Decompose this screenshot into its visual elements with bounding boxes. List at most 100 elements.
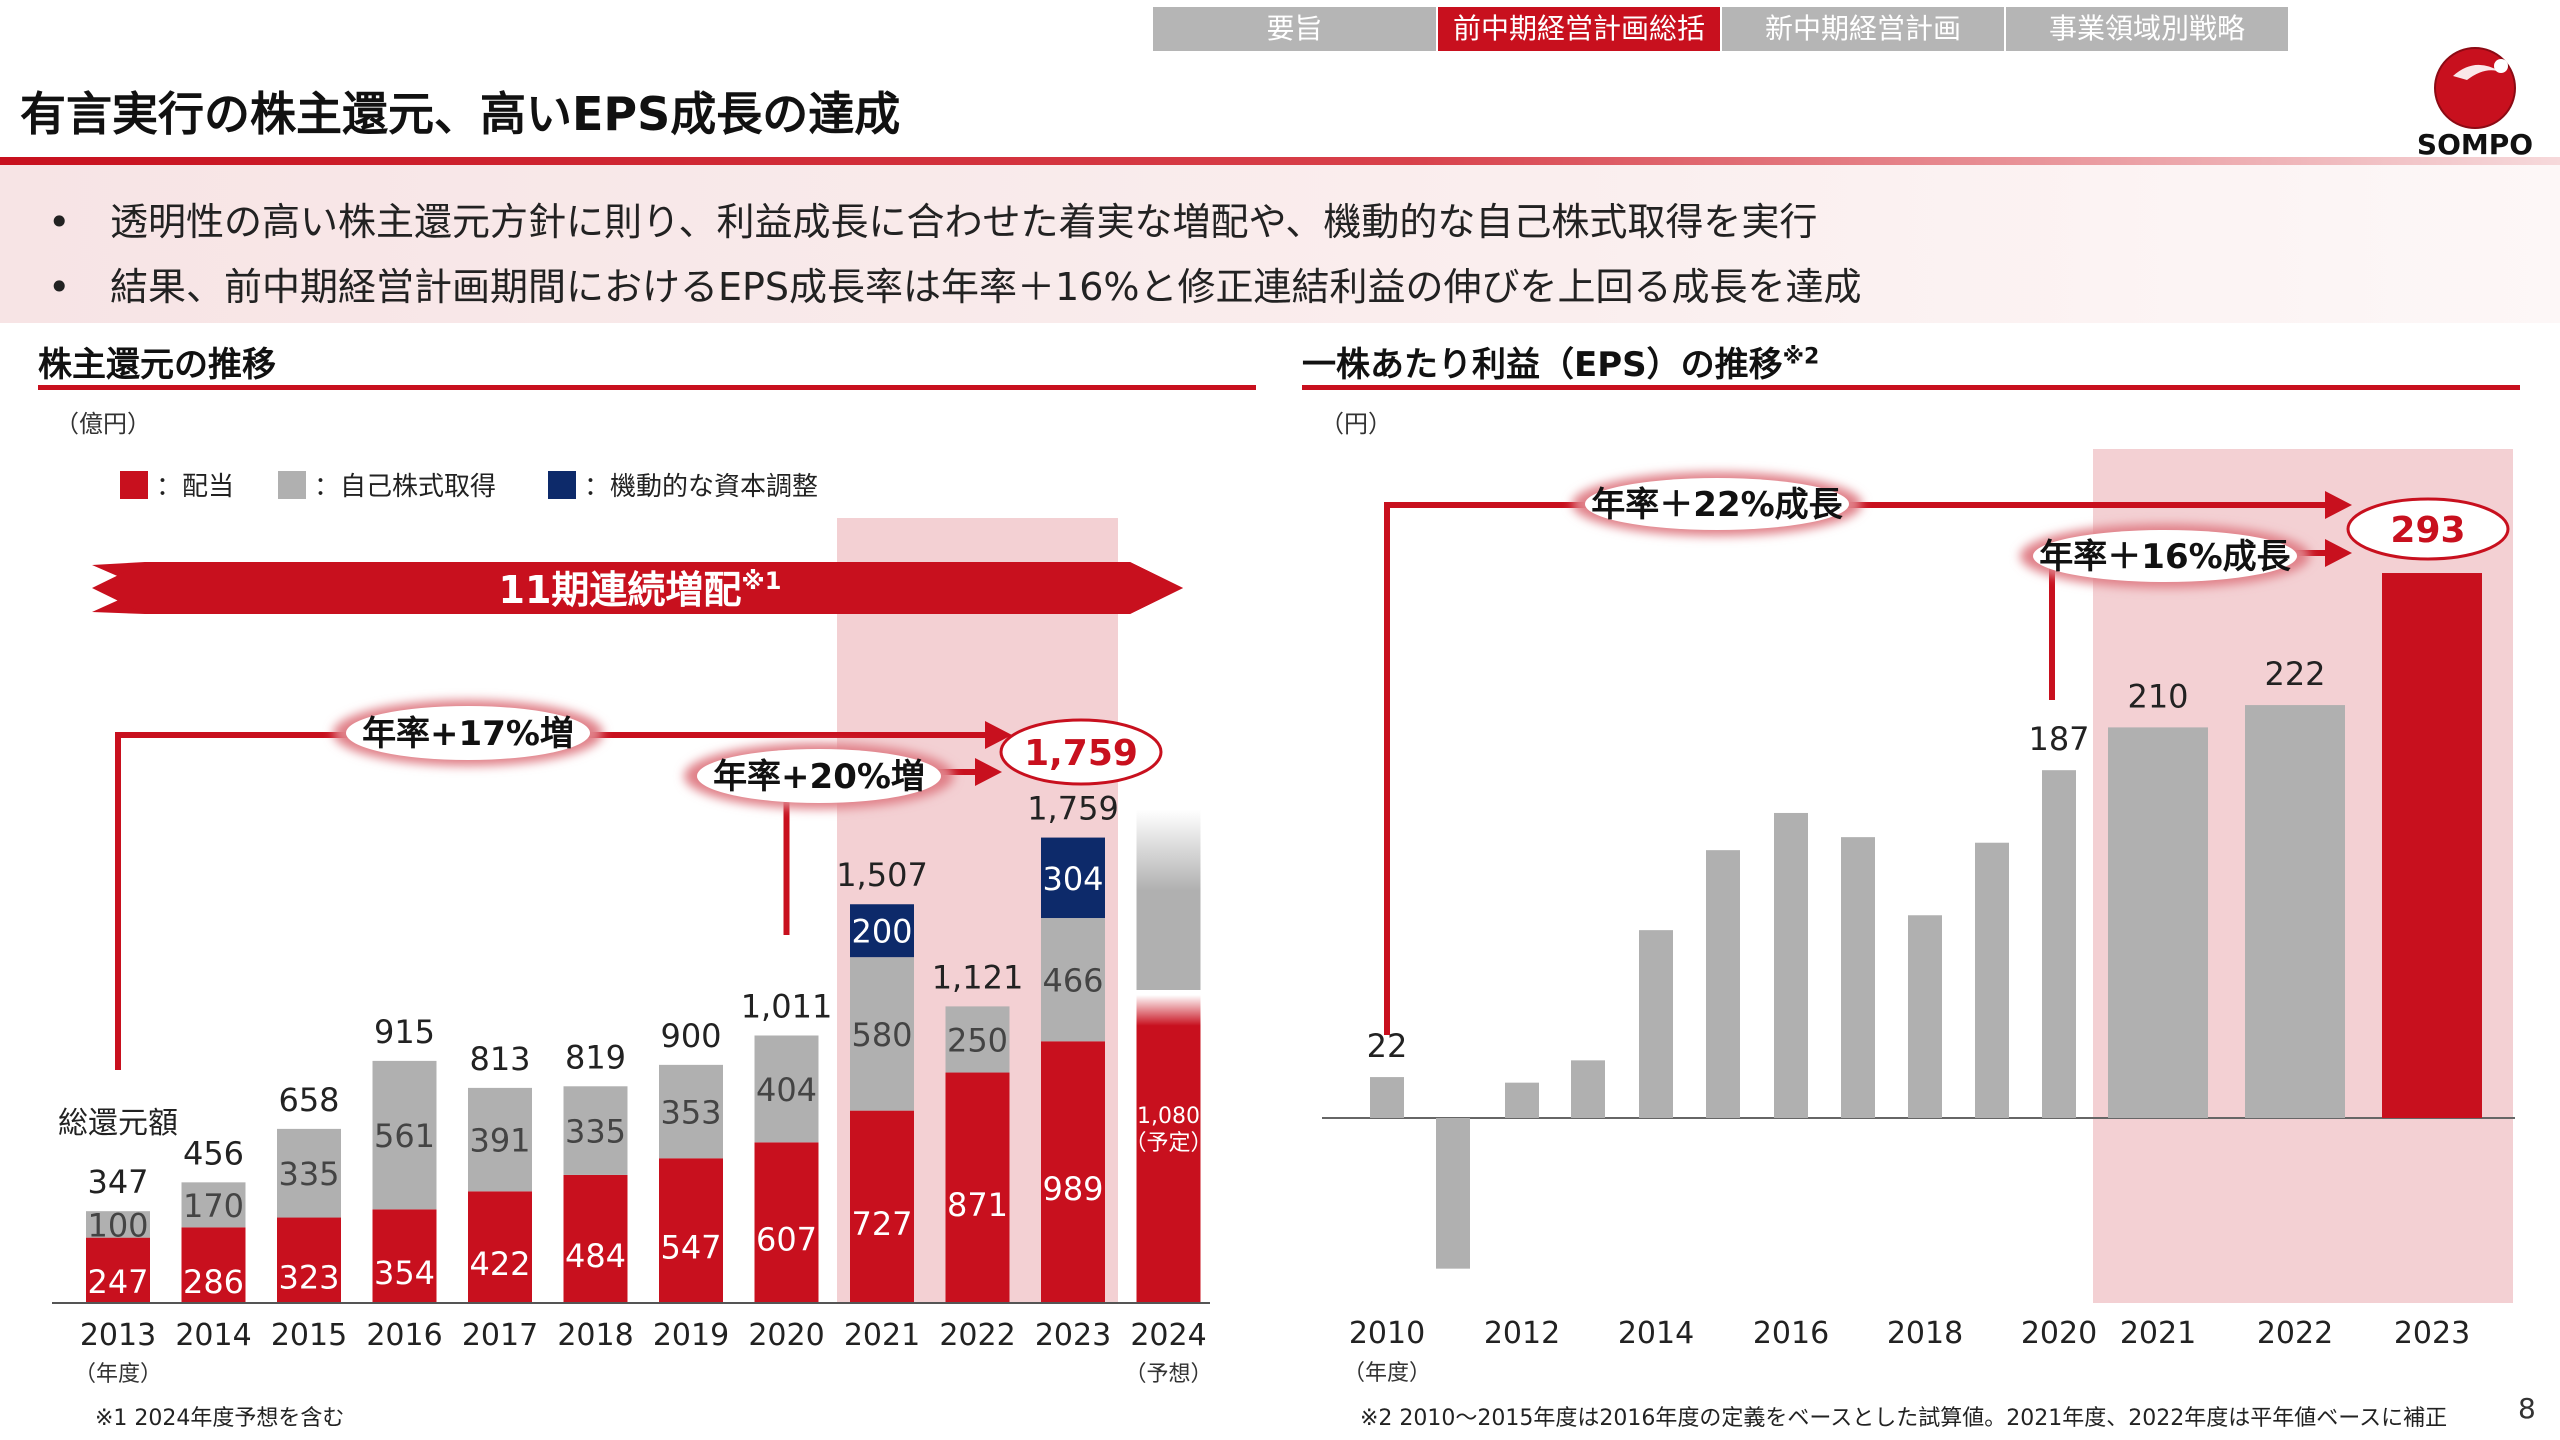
total-label-2020: 1,011 bbox=[741, 987, 833, 1025]
cagr17-arrow-line bbox=[115, 732, 990, 1070]
tab-summary[interactable]: 要旨 bbox=[1153, 7, 1436, 51]
cagr16-label: 年率＋16%成長 bbox=[2039, 537, 2291, 577]
cagr20-bubble bbox=[697, 749, 941, 803]
x-tick-2016: 2016 bbox=[366, 1318, 442, 1353]
legend-label-0: ：配当 bbox=[156, 472, 234, 502]
bar-2014-1 bbox=[181, 1182, 246, 1228]
x-tick-2010: 2010 bbox=[1349, 1316, 1425, 1351]
bar-2022-1 bbox=[945, 1006, 1010, 1073]
bar-label-2023-0: 989 bbox=[1042, 1170, 1103, 1208]
legend-swatch-0 bbox=[120, 471, 148, 499]
bar-label-2015-1: 335 bbox=[278, 1155, 339, 1193]
eps-bar-2012 bbox=[1505, 1082, 1539, 1118]
cagr20-label: 年率+20%増 bbox=[713, 757, 925, 797]
bullet-2: • 結果、前中期経営計画期間におけるEPS成長率は年率＋16%と修正連結利益の伸び… bbox=[48, 256, 1862, 311]
x-tick-2013: 2013 bbox=[80, 1318, 156, 1353]
eps-bar-2010 bbox=[1370, 1077, 1404, 1118]
total-label-2017: 813 bbox=[469, 1040, 530, 1078]
bar-label-2016-1: 561 bbox=[374, 1117, 435, 1155]
bullet-2-text: 結果、前中期経営計画期間におけるEPS成長率は年率＋16%と修正連結利益の伸びを… bbox=[110, 265, 1862, 309]
x-tick-2020: 2020 bbox=[2021, 1316, 2097, 1351]
bar-2023-0 bbox=[1041, 1041, 1105, 1303]
bar-label-2022-0: 871 bbox=[947, 1186, 1008, 1224]
eps-bar-2014 bbox=[1639, 930, 1673, 1118]
eps-bar-2011 bbox=[1436, 1118, 1470, 1269]
bar-2019-1 bbox=[659, 1064, 723, 1159]
total-label-2018: 819 bbox=[565, 1038, 626, 1076]
y-unit-label: （円） bbox=[1320, 410, 1392, 438]
eps-value-2020: 187 bbox=[2028, 720, 2089, 758]
forecast-value-label: 1,080 bbox=[1137, 1104, 1200, 1129]
cagr22-bubble bbox=[1585, 478, 1849, 530]
right-chart-title: 一株あたり利益（EPS）の推移※2 bbox=[1302, 337, 1819, 386]
bar-2018-0 bbox=[563, 1174, 628, 1303]
cagr20-arrowhead bbox=[975, 758, 1002, 786]
cagr17-arrowhead bbox=[985, 721, 1012, 749]
bar-2021-1 bbox=[850, 957, 914, 1111]
highlight-value-label: 1,759 bbox=[1024, 733, 1138, 774]
bar-label-2021-1: 580 bbox=[851, 1016, 912, 1054]
forecast-note-label: （予定） bbox=[1124, 1131, 1212, 1156]
eps-bar-2021 bbox=[2108, 727, 2208, 1118]
bar-label-2014-1: 170 bbox=[183, 1187, 244, 1225]
cagr22-label: 年率＋22%成長 bbox=[1591, 485, 1843, 525]
eps-bar-2013 bbox=[1571, 1060, 1605, 1118]
tab-business-strategy[interactable]: 事業領域別戦略 bbox=[2006, 7, 2288, 51]
x-unit-label: （年度） bbox=[1343, 1361, 1431, 1386]
eps-bar-2020 bbox=[2042, 770, 2076, 1118]
bar-label-2023-1: 466 bbox=[1042, 962, 1103, 1000]
forecast-sublabel: （予想） bbox=[1124, 1362, 1212, 1387]
bar-2023-2 bbox=[1041, 837, 1105, 919]
x-tick-2021: 2021 bbox=[2120, 1316, 2196, 1351]
bar-2023-1 bbox=[1041, 918, 1105, 1042]
bar-2018-1 bbox=[563, 1086, 628, 1175]
x-tick-2023: 2023 bbox=[1035, 1318, 1111, 1353]
bar-label-2016-0: 354 bbox=[374, 1254, 435, 1292]
summary-box: • 透明性の高い株主還元方針に則り、利益成長に合わせた着実な増配や、機動的な自己株… bbox=[0, 165, 2560, 323]
bar-label-2020-1: 404 bbox=[756, 1071, 817, 1109]
title-underline bbox=[0, 157, 2560, 165]
bar-2013-0 bbox=[86, 1237, 150, 1303]
total-caption: 総還元額 bbox=[58, 1106, 178, 1141]
x-tick-2021: 2021 bbox=[844, 1318, 920, 1353]
legend-swatch-2 bbox=[548, 471, 576, 499]
bullet-dot: • bbox=[48, 265, 71, 309]
bar-2021-2 bbox=[850, 904, 914, 958]
eps-bar-2019 bbox=[1975, 842, 2009, 1118]
footnote-2: ※2 2010～2015年度は2016年度の定義をベースとした試算値。2021年… bbox=[1360, 1406, 2448, 1431]
tab-new-plan[interactable]: 新中期経営計画 bbox=[1722, 7, 2004, 51]
eps-value-2021: 210 bbox=[2127, 677, 2188, 715]
x-tick-2023: 2023 bbox=[2394, 1316, 2470, 1351]
bar-label-2018-1: 335 bbox=[565, 1113, 626, 1151]
total-label-2023: 1,759 bbox=[1027, 790, 1119, 828]
cagr16-bubble bbox=[2033, 530, 2297, 582]
right-chart-title-note: ※2 bbox=[1782, 344, 1820, 370]
bar-2013-1 bbox=[86, 1211, 150, 1238]
bar-2016-1 bbox=[372, 1060, 437, 1210]
brand-name: SOMPO bbox=[2416, 128, 2534, 161]
bar-label-2021-2: 200 bbox=[851, 913, 912, 951]
bar-label-2013-1: 100 bbox=[87, 1206, 148, 1244]
x-tick-2016: 2016 bbox=[1753, 1316, 1829, 1351]
x-tick-2019: 2019 bbox=[653, 1318, 729, 1353]
bar-2024-dividend-forecast bbox=[1136, 995, 1201, 1303]
highlight-value-label: 293 bbox=[2390, 510, 2465, 551]
total-label-2014: 456 bbox=[183, 1134, 244, 1172]
sompo-logo-icon bbox=[2434, 47, 2516, 129]
right-chart-title-text: 一株あたり利益（EPS）の推移 bbox=[1302, 345, 1783, 385]
x-tick-2015: 2015 bbox=[271, 1318, 347, 1353]
highlight-value-ellipse bbox=[2346, 497, 2510, 561]
bullet-dot: • bbox=[48, 200, 71, 244]
banner-main: 11期連続増配 bbox=[499, 568, 742, 612]
x-tick-2014: 2014 bbox=[175, 1318, 251, 1353]
total-label-2019: 900 bbox=[660, 1017, 721, 1055]
bar-label-2017-1: 391 bbox=[469, 1122, 530, 1160]
eps-value-2022: 222 bbox=[2264, 655, 2325, 693]
total-label-2022: 1,121 bbox=[932, 958, 1024, 996]
total-label-2013: 347 bbox=[87, 1163, 148, 1201]
tab-previous-plan-review[interactable]: 前中期経営計画総括 bbox=[1438, 7, 1720, 51]
x-tick-2022: 2022 bbox=[2257, 1316, 2333, 1351]
eps-bar-2015 bbox=[1706, 850, 1740, 1118]
bar-label-2014-0: 286 bbox=[183, 1263, 244, 1301]
bar-label-2018-0: 484 bbox=[565, 1237, 626, 1275]
